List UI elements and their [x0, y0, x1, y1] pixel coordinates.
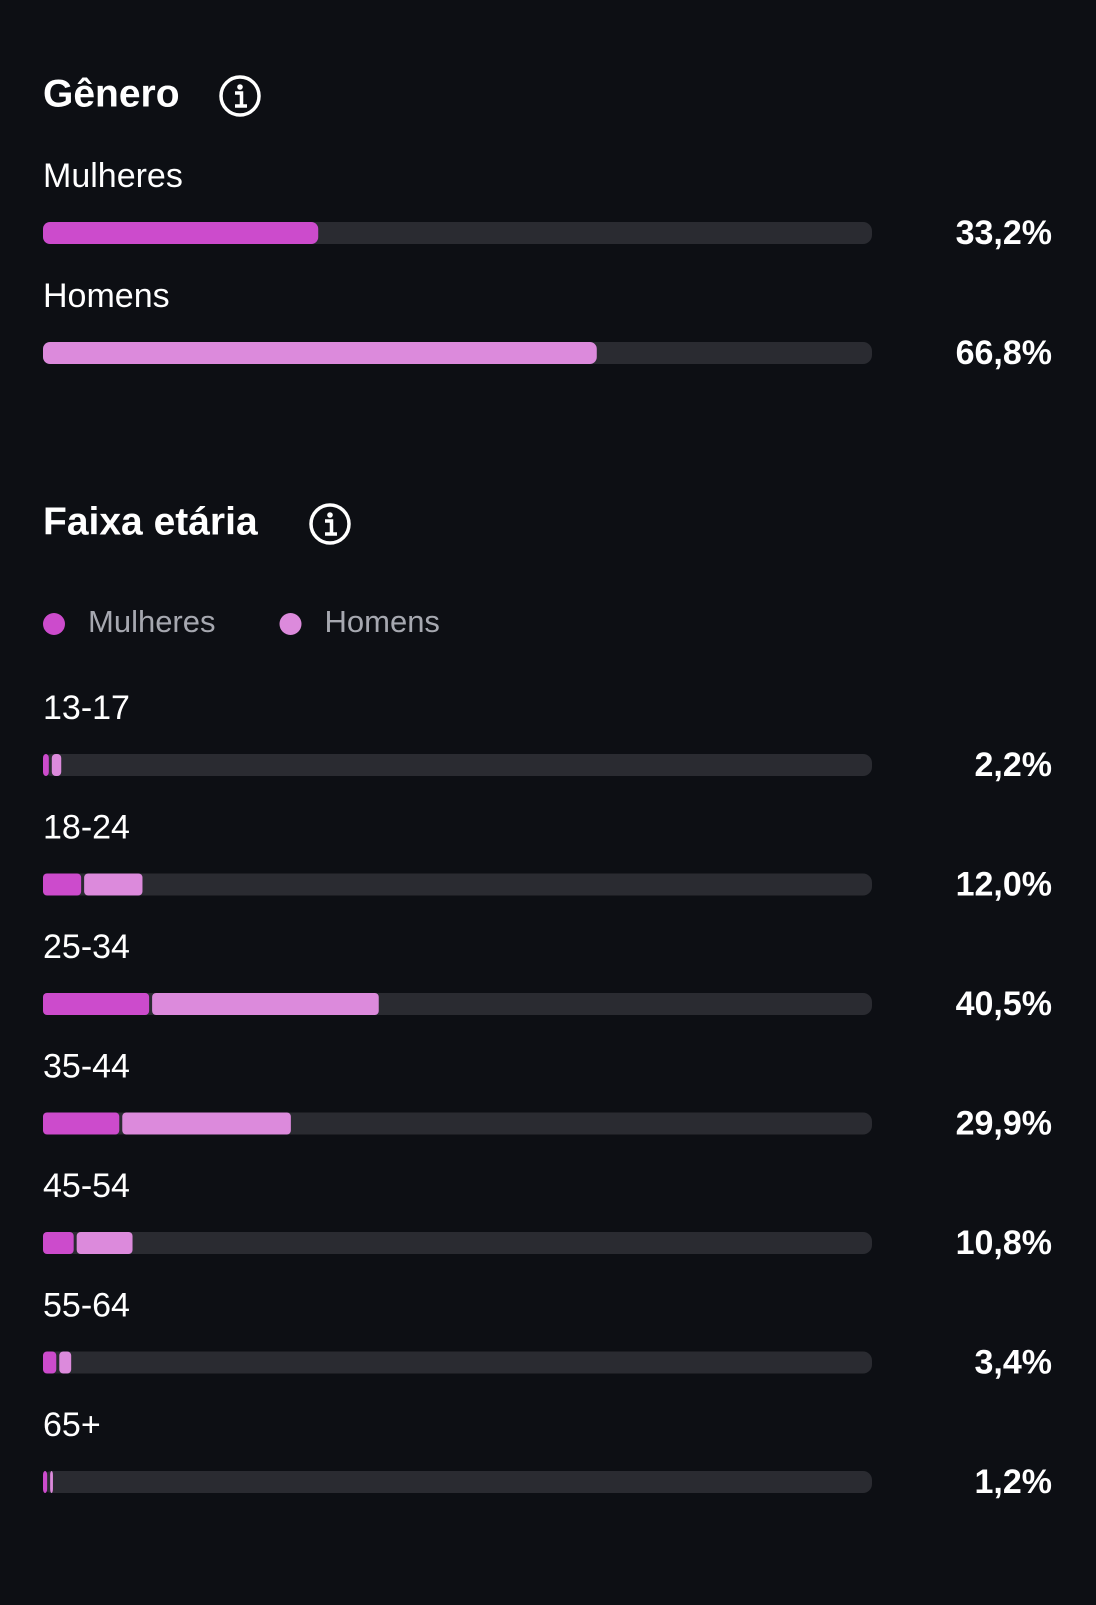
- bar-track: [43, 1232, 872, 1254]
- bar-segment: [43, 993, 150, 1015]
- bar-track: [43, 1471, 872, 1493]
- total-label: 12,0%: [956, 865, 1052, 903]
- bar-track: [43, 754, 872, 776]
- legend-label: Mulheres: [88, 604, 216, 639]
- total-label: 3,4%: [975, 1343, 1053, 1381]
- bar-segment: [43, 1351, 57, 1374]
- bar-segment: [43, 1112, 120, 1135]
- bar-segment: [152, 993, 379, 1015]
- total-label: 2,2%: [975, 746, 1053, 784]
- legend-dot: [279, 613, 302, 635]
- bar-track: [43, 873, 872, 896]
- bar-segment: [76, 1232, 133, 1254]
- total-label: 1,2%: [975, 1463, 1053, 1501]
- row-label: 35-44: [43, 1047, 130, 1085]
- bar-segment: [43, 754, 49, 776]
- bar-segment: [50, 1471, 53, 1493]
- value-label: 33,2%: [956, 214, 1052, 252]
- bar-segment: [43, 1232, 74, 1254]
- total-label: 10,8%: [956, 1224, 1052, 1262]
- legend-label: Homens: [325, 604, 440, 639]
- row-label: 25-34: [43, 928, 130, 966]
- info-icon[interactable]: [219, 75, 261, 117]
- row-label: 65+: [43, 1406, 101, 1444]
- row-label: Homens: [43, 277, 170, 315]
- row-label: 45-54: [43, 1167, 130, 1205]
- row-label: Mulheres: [43, 157, 183, 195]
- bar-track: [43, 1351, 872, 1374]
- value-label: 66,8%: [956, 334, 1052, 372]
- row-label: 55-64: [43, 1286, 130, 1324]
- legend-dot: [43, 613, 65, 635]
- bar-segment: [122, 1112, 291, 1135]
- section-title: Faixa etária: [43, 500, 258, 543]
- row-label: 18-24: [43, 808, 130, 846]
- bar-segment: [84, 873, 143, 896]
- bar: [43, 222, 319, 244]
- total-label: 29,9%: [956, 1104, 1052, 1142]
- bar-segment: [51, 754, 62, 776]
- bar: [43, 342, 597, 364]
- total-label: 40,5%: [956, 985, 1052, 1023]
- row-label: 13-17: [43, 689, 130, 727]
- info-icon[interactable]: [309, 503, 351, 545]
- section-title: Gênero: [43, 72, 180, 115]
- bar-segment: [43, 873, 82, 896]
- bar-segment: [43, 1471, 48, 1493]
- bar-segment: [59, 1351, 72, 1374]
